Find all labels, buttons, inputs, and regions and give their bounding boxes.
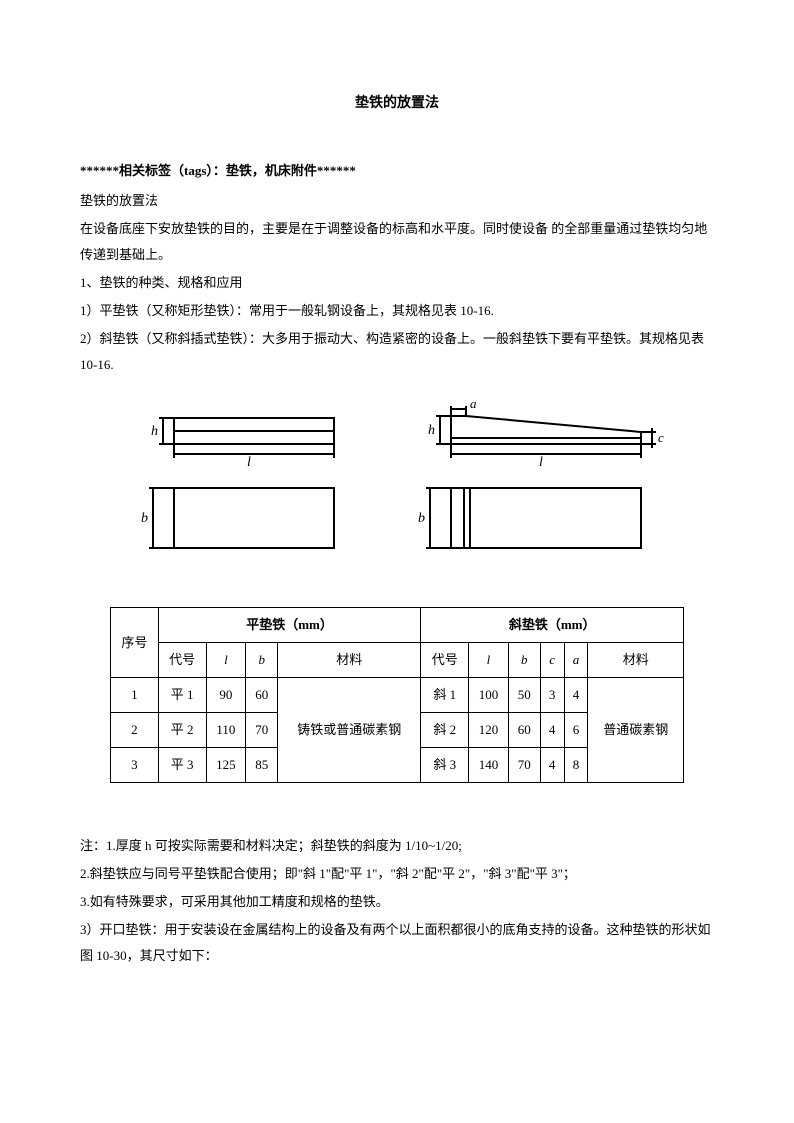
col-wedge-code: 代号 [421,643,469,678]
col-wedge-l: l [469,643,509,678]
wedge-label-c: c [658,430,664,445]
cell-fl: 110 [206,713,246,748]
notes-section: 注：1.厚度 h 可按实际需要和材料决定；斜垫铁的斜度为 1/10~1/20; … [80,833,714,969]
paragraph-1: 垫铁的放置法 [80,188,714,214]
paragraph-2: 在设备底座下安放垫铁的目的，主要是在于调整设备的标高和水平度。同时使设备 的全部… [80,216,714,268]
note-2: 2.斜垫铁应与同号平垫铁配合使用；即"斜 1"配"平 1"，"斜 2"配"平 2… [80,861,714,887]
flat-label-l: l [247,455,251,470]
wedge-shim-figure: a h c l b [406,398,666,577]
flat-label-h: h [151,424,158,439]
paragraph-4: 1）平垫铁（又称矩形垫铁）：常用于一般轧钢设备上，其规格见表 10-16. [80,298,714,324]
flat-label-b: b [141,511,148,526]
col-wedge-c: c [540,643,564,678]
cell-wb: 50 [508,678,540,713]
spec-table-container: 序号 平垫铁（mm） 斜垫铁（mm） 代号 l b 材料 代号 l b c a … [80,607,714,783]
cell-wa: 4 [564,678,588,713]
col-wedge-b: b [508,643,540,678]
wedge-shim-svg: a h c l b [406,398,666,568]
spec-table: 序号 平垫铁（mm） 斜垫铁（mm） 代号 l b 材料 代号 l b c a … [110,607,684,783]
col-flat-material: 材料 [278,643,421,678]
paragraph-5: 2）斜垫铁（又称斜插式垫铁）：大多用于振动大、构造紧密的设备上。一般斜垫铁下要有… [80,326,714,378]
col-wedge-material: 材料 [588,643,684,678]
wedge-label-a: a [470,398,477,411]
cell-fl: 125 [206,748,246,783]
note-1: 注：1.厚度 h 可按实际需要和材料决定；斜垫铁的斜度为 1/10~1/20; [80,833,714,859]
flat-shim-svg: h l b [129,398,349,568]
cell-fcode: 平 3 [158,748,206,783]
col-flat-l: l [206,643,246,678]
col-flat-code: 代号 [158,643,206,678]
paragraph-3: 1、垫铁的种类、规格和应用 [80,270,714,296]
cell-fcode: 平 1 [158,678,206,713]
col-seq: 序号 [111,608,159,678]
col-group-wedge: 斜垫铁（mm） [421,608,684,643]
page-title: 垫铁的放置法 [80,90,714,118]
cell-fcode: 平 2 [158,713,206,748]
note-3: 3.如有特殊要求，可采用其他加工精度和规格的垫铁。 [80,889,714,915]
cell-fl: 90 [206,678,246,713]
cell-fb: 60 [246,678,278,713]
table-header-row-2: 代号 l b 材料 代号 l b c a 材料 [111,643,684,678]
wedge-label-h: h [428,423,435,438]
cell-wa: 6 [564,713,588,748]
cell-wcode: 斜 2 [421,713,469,748]
figures-container: h l b [80,398,714,577]
cell-wl: 120 [469,713,509,748]
wedge-label-b: b [418,511,425,526]
flat-shim-figure: h l b [129,398,349,577]
cell-seq: 2 [111,713,159,748]
cell-wl: 100 [469,678,509,713]
cell-wc: 3 [540,678,564,713]
cell-wb: 70 [508,748,540,783]
col-group-flat: 平垫铁（mm） [158,608,421,643]
cell-wc: 4 [540,713,564,748]
col-flat-b: b [246,643,278,678]
table-row: 1 平 1 90 60 铸铁或普通碳素钢 斜 1 100 50 3 4 普通碳素… [111,678,684,713]
col-wedge-a: a [564,643,588,678]
tags-line: ******相关标签（tags）：垫铁，机床附件****** [80,158,714,184]
cell-wc: 4 [540,748,564,783]
cell-wb: 60 [508,713,540,748]
cell-seq: 1 [111,678,159,713]
cell-wa: 8 [564,748,588,783]
note-4: 3）开口垫铁：用于安装设在金属结构上的设备及有两个以上面积都很小的底角支持的设备… [80,917,714,969]
cell-wl: 140 [469,748,509,783]
cell-wedge-material: 普通碳素钢 [588,678,684,783]
cell-fb: 85 [246,748,278,783]
table-header-row-1: 序号 平垫铁（mm） 斜垫铁（mm） [111,608,684,643]
cell-wcode: 斜 3 [421,748,469,783]
wedge-label-l: l [539,455,543,470]
cell-seq: 3 [111,748,159,783]
cell-wcode: 斜 1 [421,678,469,713]
cell-fb: 70 [246,713,278,748]
cell-flat-material: 铸铁或普通碳素钢 [278,678,421,783]
